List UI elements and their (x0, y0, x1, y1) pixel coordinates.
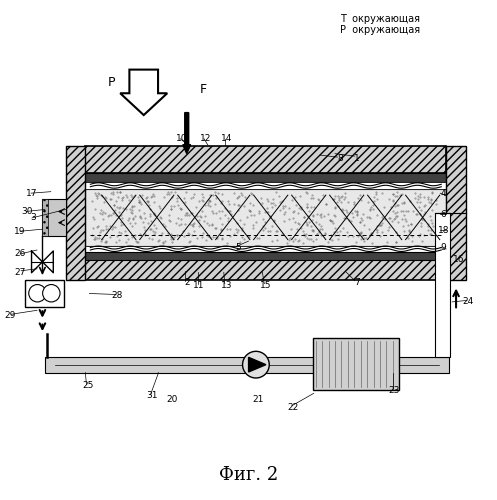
Polygon shape (248, 358, 266, 372)
Bar (25, 280, 64, 307)
Text: 23: 23 (389, 386, 400, 396)
Text: 5: 5 (236, 243, 242, 252)
Text: 25: 25 (82, 382, 93, 390)
Text: 13: 13 (221, 281, 232, 290)
Bar (42, 198, 66, 235)
Text: Фиг. 2: Фиг. 2 (219, 466, 278, 484)
Text: 15: 15 (260, 281, 271, 290)
Bar (85, 252, 446, 280)
Text: 6: 6 (441, 210, 447, 219)
Text: 11: 11 (193, 281, 205, 290)
Bar (85, 182, 446, 189)
Text: P: P (107, 76, 115, 90)
Text: 26: 26 (14, 250, 26, 258)
FancyArrow shape (183, 112, 191, 154)
Text: 29: 29 (4, 310, 16, 320)
Bar (85, 174, 446, 182)
Text: 4: 4 (441, 188, 446, 198)
Bar (85, 252, 446, 260)
Bar (85, 146, 446, 174)
Bar (66, 146, 85, 280)
Bar (42, 198, 48, 235)
Text: 17: 17 (26, 188, 38, 198)
Polygon shape (120, 70, 167, 115)
Text: 16: 16 (453, 256, 464, 264)
Text: 24: 24 (463, 298, 474, 306)
Text: F: F (199, 83, 207, 96)
Circle shape (243, 352, 269, 378)
Text: 30: 30 (21, 207, 33, 216)
Text: 18: 18 (438, 226, 449, 234)
Text: 21: 21 (252, 395, 264, 404)
Bar (435, 213, 450, 357)
Text: 12: 12 (200, 134, 211, 143)
Bar (45, 357, 449, 372)
Text: 1: 1 (354, 154, 360, 163)
Text: P  окружающая: P окружающая (340, 25, 420, 35)
Circle shape (29, 284, 46, 302)
Circle shape (43, 284, 60, 302)
Bar (85, 246, 446, 252)
Text: 28: 28 (112, 291, 123, 300)
Text: 19: 19 (14, 226, 26, 235)
Text: 2: 2 (184, 278, 189, 286)
Text: 9: 9 (441, 243, 447, 252)
Text: 3: 3 (31, 214, 36, 222)
Text: 8: 8 (337, 154, 343, 163)
Text: 31: 31 (147, 392, 158, 400)
Text: 14: 14 (221, 134, 232, 143)
Text: 10: 10 (176, 134, 187, 143)
Text: T  окружающая: T окружающая (340, 14, 420, 24)
Bar (313, 338, 399, 390)
Text: 7: 7 (354, 278, 360, 286)
Bar (446, 146, 466, 280)
Text: 27: 27 (14, 268, 26, 276)
Text: 20: 20 (166, 395, 177, 404)
Bar (85, 189, 446, 246)
Text: 22: 22 (287, 402, 299, 411)
